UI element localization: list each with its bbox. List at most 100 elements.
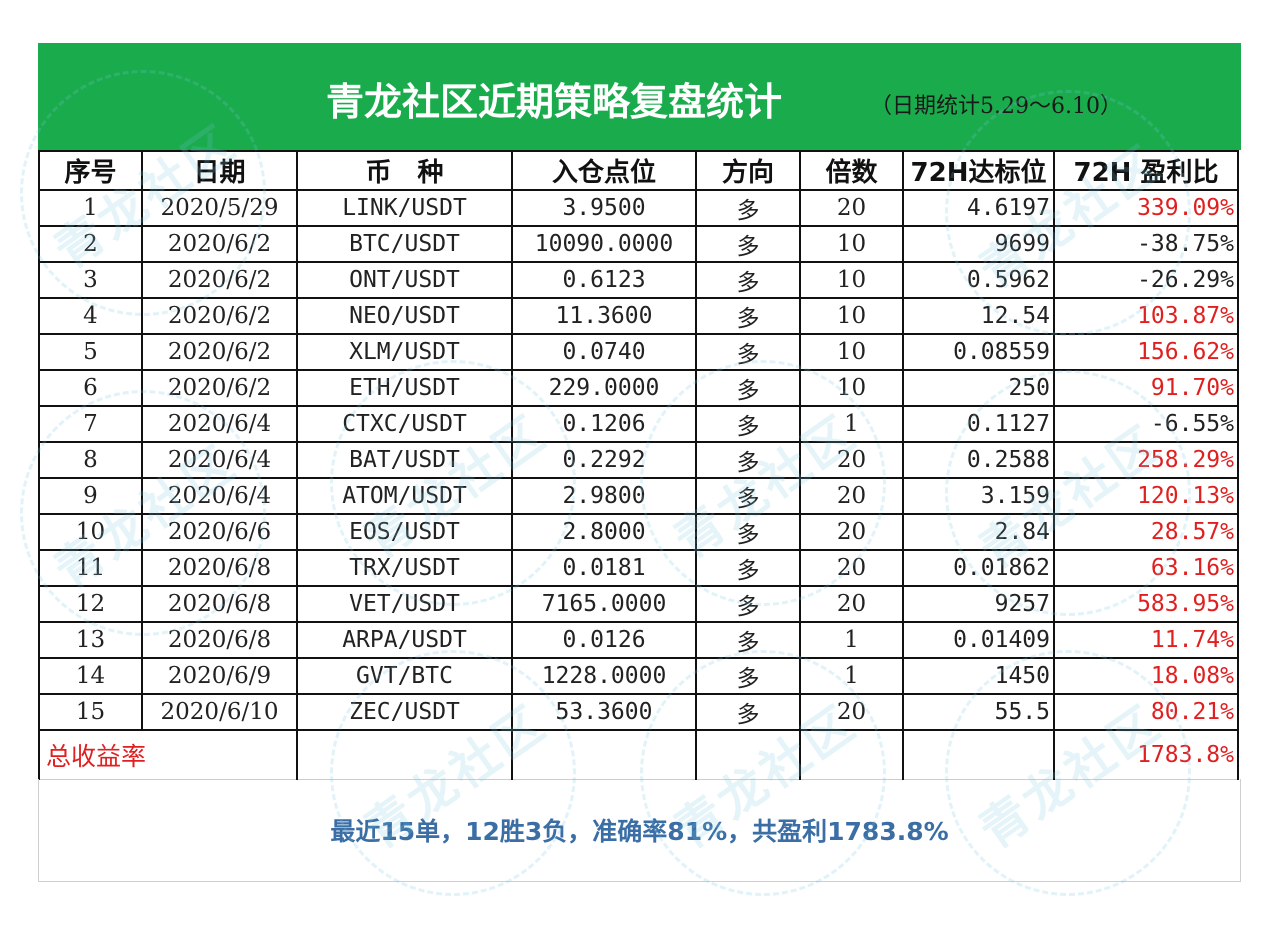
col-header-leverage: 倍数 [799, 150, 904, 191]
cell-leverage: 20 [799, 549, 904, 587]
cell-leverage: 20 [799, 693, 904, 731]
cell-no: 4 [38, 297, 143, 335]
cell-date: 2020/6/2 [141, 297, 298, 335]
cell-direction: 多 [695, 225, 801, 263]
cell-pair: LINK/USDT [296, 189, 513, 227]
cell-profit: -26.29% [1053, 261, 1239, 299]
cell-profit: 156.62% [1053, 333, 1239, 371]
cell-entry: 0.0181 [511, 549, 697, 587]
table-row: 5 2020/6/2 XLM/USDT 0.0740 多 10 0.08559 156.62% [38, 333, 1239, 371]
cell-target: 0.5962 [902, 261, 1055, 299]
cell-direction: 多 [695, 549, 801, 587]
cell-direction: 多 [695, 189, 801, 227]
cell-pair: ARPA/USDT [296, 621, 513, 659]
total-label: 总收益率 [38, 729, 298, 780]
col-header-direction: 方向 [695, 150, 801, 191]
cell-entry: 229.0000 [511, 369, 697, 407]
cell-target: 2.84 [902, 513, 1055, 551]
cell-target: 0.01862 [902, 549, 1055, 587]
cell-pair: BTC/USDT [296, 225, 513, 263]
cell-entry: 11.3600 [511, 297, 697, 335]
cell-no: 1 [38, 189, 143, 227]
report-sheet: 青龙社区近期策略复盘统计 （日期统计5.29～6.10） 序号 日期 币 种 入… [38, 43, 1241, 883]
cell-direction: 多 [695, 297, 801, 335]
cell-leverage: 10 [799, 333, 904, 371]
table-row: 8 2020/6/4 BAT/USDT 0.2292 多 20 0.2588 258.29% [38, 441, 1239, 479]
cell-leverage: 20 [799, 441, 904, 479]
cell-leverage: 20 [799, 189, 904, 227]
cell-entry: 0.0740 [511, 333, 697, 371]
table-row: 15 2020/6/10 ZEC/USDT 53.3600 多 20 55.5 80.21% [38, 693, 1239, 731]
strategy-table: 序号 日期 币 种 入仓点位 方向 倍数 72H达标位 72H 盈利比 1 202… [38, 150, 1239, 780]
cell-no: 10 [38, 513, 143, 551]
cell-entry: 53.3600 [511, 693, 697, 731]
table-row: 6 2020/6/2 ETH/USDT 229.0000 多 10 250 91.70% [38, 369, 1239, 407]
cell-no: 12 [38, 585, 143, 623]
cell-leverage: 1 [799, 657, 904, 695]
col-header-entry: 入仓点位 [511, 150, 697, 191]
cell-date: 2020/6/6 [141, 513, 298, 551]
cell-target: 55.5 [902, 693, 1055, 731]
col-header-profit: 72H 盈利比 [1053, 150, 1239, 191]
cell-pair: EOS/USDT [296, 513, 513, 551]
table-row: 1 2020/5/29 LINK/USDT 3.9500 多 20 4.6197 339.09… [38, 189, 1239, 227]
report-date-range: （日期统计5.29～6.10） [870, 94, 1122, 119]
col-header-no: 序号 [38, 150, 143, 191]
cell-leverage: 20 [799, 585, 904, 623]
cell-no: 6 [38, 369, 143, 407]
cell-entry: 3.9500 [511, 189, 697, 227]
cell-direction: 多 [695, 693, 801, 731]
cell-entry: 0.2292 [511, 441, 697, 479]
table-row: 13 2020/6/8 ARPA/USDT 0.0126 多 1 0.01409 11.74% [38, 621, 1239, 659]
cell-target: 0.08559 [902, 333, 1055, 371]
cell-profit: 18.08% [1053, 657, 1239, 695]
cell-target: 0.2588 [902, 441, 1055, 479]
cell-entry: 1228.0000 [511, 657, 697, 695]
total-empty-cell [296, 729, 513, 780]
cell-date: 2020/6/4 [141, 477, 298, 515]
cell-profit: 91.70% [1053, 369, 1239, 407]
cell-direction: 多 [695, 513, 801, 551]
cell-profit: -6.55% [1053, 405, 1239, 443]
cell-date: 2020/6/8 [141, 549, 298, 587]
cell-entry: 2.8000 [511, 513, 697, 551]
cell-profit: 583.95% [1053, 585, 1239, 623]
table-row: 11 2020/6/8 TRX/USDT 0.0181 多 20 0.01862 63.16% [38, 549, 1239, 587]
cell-date: 2020/6/2 [141, 369, 298, 407]
cell-leverage: 1 [799, 621, 904, 659]
cell-pair: ONT/USDT [296, 261, 513, 299]
cell-date: 2020/6/4 [141, 441, 298, 479]
cell-no: 3 [38, 261, 143, 299]
table-row: 3 2020/6/2 ONT/USDT 0.6123 多 10 0.5962 -26.29% [38, 261, 1239, 299]
col-header-target: 72H达标位 [902, 150, 1055, 191]
col-header-date: 日期 [141, 150, 298, 191]
cell-no: 2 [38, 225, 143, 263]
cell-direction: 多 [695, 333, 801, 371]
table-row: 14 2020/6/9 GVT/BTC 1228.0000 多 1 1450 18.08% [38, 657, 1239, 695]
total-empty-cell [799, 729, 904, 780]
cell-no: 13 [38, 621, 143, 659]
cell-leverage: 10 [799, 261, 904, 299]
cell-leverage: 10 [799, 369, 904, 407]
col-header-pair: 币 种 [296, 150, 513, 191]
cell-target: 9699 [902, 225, 1055, 263]
table-header-row: 序号 日期 币 种 入仓点位 方向 倍数 72H达标位 72H 盈利比 [38, 150, 1239, 191]
cell-date: 2020/6/10 [141, 693, 298, 731]
cell-entry: 0.1206 [511, 405, 697, 443]
summary-text: 最近15单，12胜3负，准确率81%，共盈利1783.8% [330, 817, 949, 846]
table-row: 9 2020/6/4 ATOM/USDT 2.9800 多 20 3.159 120.13% [38, 477, 1239, 515]
cell-date: 2020/6/9 [141, 657, 298, 695]
cell-target: 0.01409 [902, 621, 1055, 659]
cell-direction: 多 [695, 405, 801, 443]
cell-direction: 多 [695, 657, 801, 695]
report-header: 青龙社区近期策略复盘统计 （日期统计5.29～6.10） [38, 43, 1241, 150]
cell-profit: 63.16% [1053, 549, 1239, 587]
cell-no: 7 [38, 405, 143, 443]
total-empty-cell [902, 729, 1055, 780]
cell-entry: 10090.0000 [511, 225, 697, 263]
summary-box: 最近15单，12胜3负，准确率81%，共盈利1783.8% [38, 779, 1241, 882]
cell-direction: 多 [695, 477, 801, 515]
cell-date: 2020/6/2 [141, 333, 298, 371]
table-row: 2 2020/6/2 BTC/USDT 10090.0000 多 10 9699 -38.75… [38, 225, 1239, 263]
table-row: 7 2020/6/4 CTXC/USDT 0.1206 多 1 0.1127 -6.55% [38, 405, 1239, 443]
